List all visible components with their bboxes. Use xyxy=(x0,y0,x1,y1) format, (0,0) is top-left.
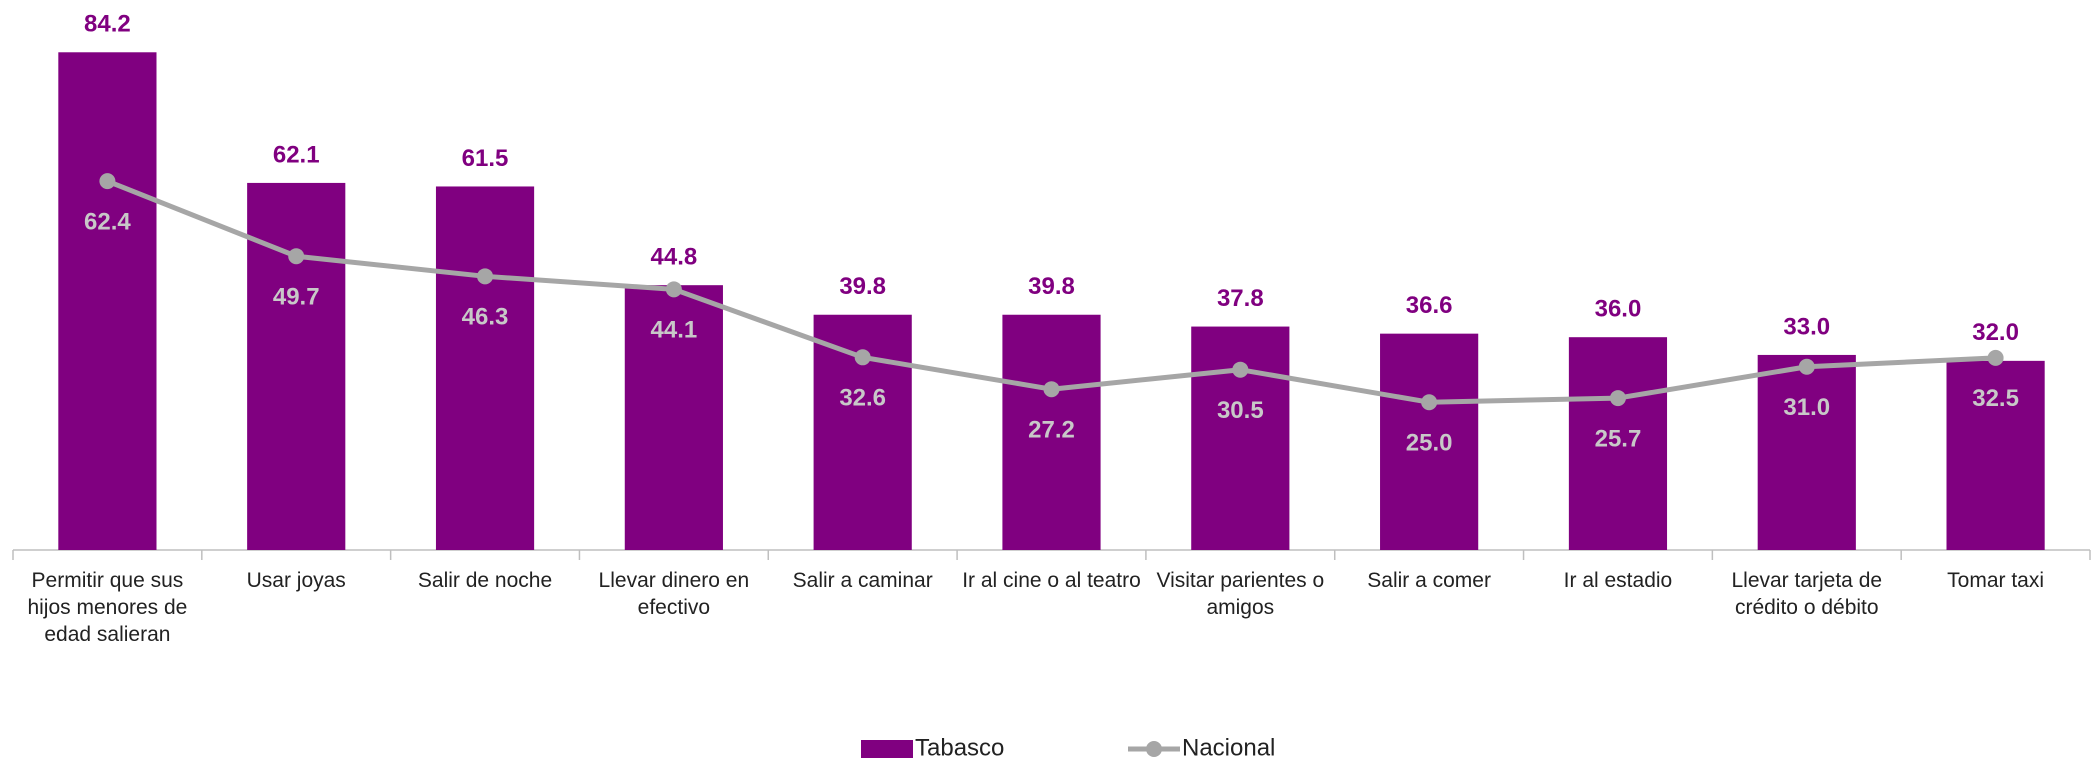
bar xyxy=(1568,337,1668,550)
line-value-label: 62.4 xyxy=(84,208,131,235)
legend-label: Tabasco xyxy=(915,734,1004,761)
line-point xyxy=(1232,361,1249,378)
x-tick-label: Ir al cine o al teatro xyxy=(962,569,1141,592)
line-value-label: 32.6 xyxy=(839,385,886,412)
bar xyxy=(247,182,346,551)
bar xyxy=(1757,354,1856,550)
x-tick-label: Tomar taxi xyxy=(1947,569,2044,592)
bar-value-label: 61.5 xyxy=(462,145,509,172)
line-point xyxy=(665,281,682,298)
bar xyxy=(1946,360,2045,550)
line-value-label: 46.3 xyxy=(462,304,509,331)
line-point xyxy=(1043,381,1060,398)
x-tick-label: Visitar parientes o amigos xyxy=(1156,569,1325,619)
bar-value-label: 36.6 xyxy=(1406,292,1453,319)
bar-value-label: 36.0 xyxy=(1595,296,1642,323)
bar xyxy=(1191,326,1290,550)
bar-value-label: 62.1 xyxy=(273,141,320,168)
bar-value-label: 37.8 xyxy=(1217,285,1264,312)
x-tick-label: Ir al estadio xyxy=(1563,569,1673,592)
bar xyxy=(624,285,723,550)
line-value-label: 49.7 xyxy=(273,284,320,311)
x-tick-label: Usar joyas xyxy=(246,569,346,592)
legend-swatch xyxy=(1146,741,1162,757)
bar xyxy=(1002,314,1101,550)
line-point xyxy=(1798,358,1815,375)
line-value-label: 31.0 xyxy=(1783,394,1830,421)
legend-label: Nacional xyxy=(1182,734,1275,761)
line-point xyxy=(854,349,871,366)
bar-value-label: 33.0 xyxy=(1783,313,1830,340)
bar-value-label: 32.0 xyxy=(1972,319,2019,346)
bar-value-label: 39.8 xyxy=(1028,273,1075,300)
x-tick-label: Llevar dinero en efectivo xyxy=(598,569,750,619)
bar-value-label: 44.8 xyxy=(651,244,698,271)
bar xyxy=(58,52,157,550)
bar xyxy=(1380,333,1479,550)
line-point xyxy=(1421,394,1438,411)
line-value-label: 27.2 xyxy=(1028,417,1075,444)
line-point xyxy=(1987,349,2004,366)
x-tick-label: Permitir que sus hijos menores de edad s… xyxy=(27,569,188,646)
line-value-label: 32.5 xyxy=(1972,385,2019,412)
bar-value-label: 84.2 xyxy=(84,11,131,38)
bar-value-label: 39.8 xyxy=(839,273,886,300)
line-value-label: 44.1 xyxy=(651,317,698,344)
x-tick-label: Llevar tarjeta de crédito o débito xyxy=(1731,569,1883,619)
bar xyxy=(435,186,535,550)
x-tick-label: Salir a caminar xyxy=(792,569,933,592)
line-point xyxy=(99,173,116,190)
legend-swatch xyxy=(861,740,913,758)
line-point xyxy=(1609,390,1626,407)
line-value-label: 25.0 xyxy=(1406,430,1453,457)
x-tick-label: Salir a comer xyxy=(1367,569,1491,592)
line-value-label: 30.5 xyxy=(1217,397,1264,424)
line-value-label: 25.7 xyxy=(1595,425,1642,452)
x-tick-label: Salir de noche xyxy=(417,569,553,592)
line-point xyxy=(288,248,305,265)
line-point xyxy=(477,268,494,285)
